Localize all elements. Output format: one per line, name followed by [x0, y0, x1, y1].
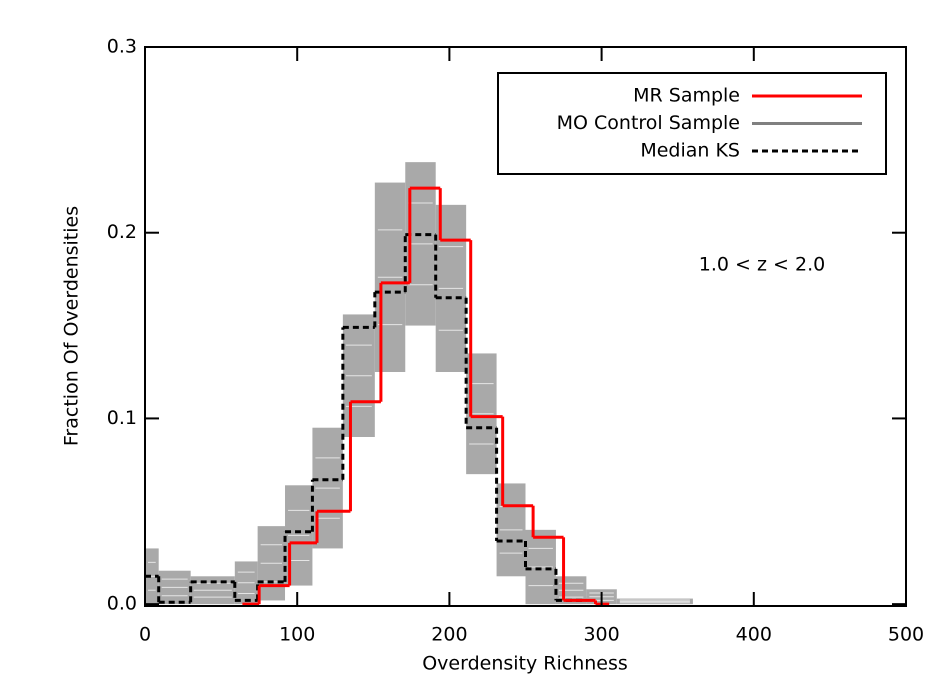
x-tick-label: 400 [736, 624, 772, 646]
x-tick-label: 100 [279, 624, 315, 646]
y-tick-label: 0.0 [107, 593, 137, 615]
legend-label: MR Sample [633, 85, 740, 107]
y-tick-label: 0.2 [107, 221, 137, 243]
y-tick-label: 0.1 [107, 407, 137, 429]
y-axis-label: Fraction Of Overdensities [61, 206, 83, 446]
x-tick-label: 200 [431, 624, 467, 646]
legend-label: MO Control Sample [557, 112, 740, 134]
legend-label: Median KS [640, 140, 740, 162]
annotation: 1.0 < z < 2.0 [699, 254, 825, 276]
y-tick-label: 0.3 [107, 36, 137, 58]
x-tick-label: 500 [888, 624, 924, 646]
x-tick-label: 300 [583, 624, 619, 646]
plot-frame [144, 46, 907, 607]
x-axis-label: Overdensity Richness [422, 653, 628, 675]
x-tick-label: 0 [139, 624, 151, 646]
